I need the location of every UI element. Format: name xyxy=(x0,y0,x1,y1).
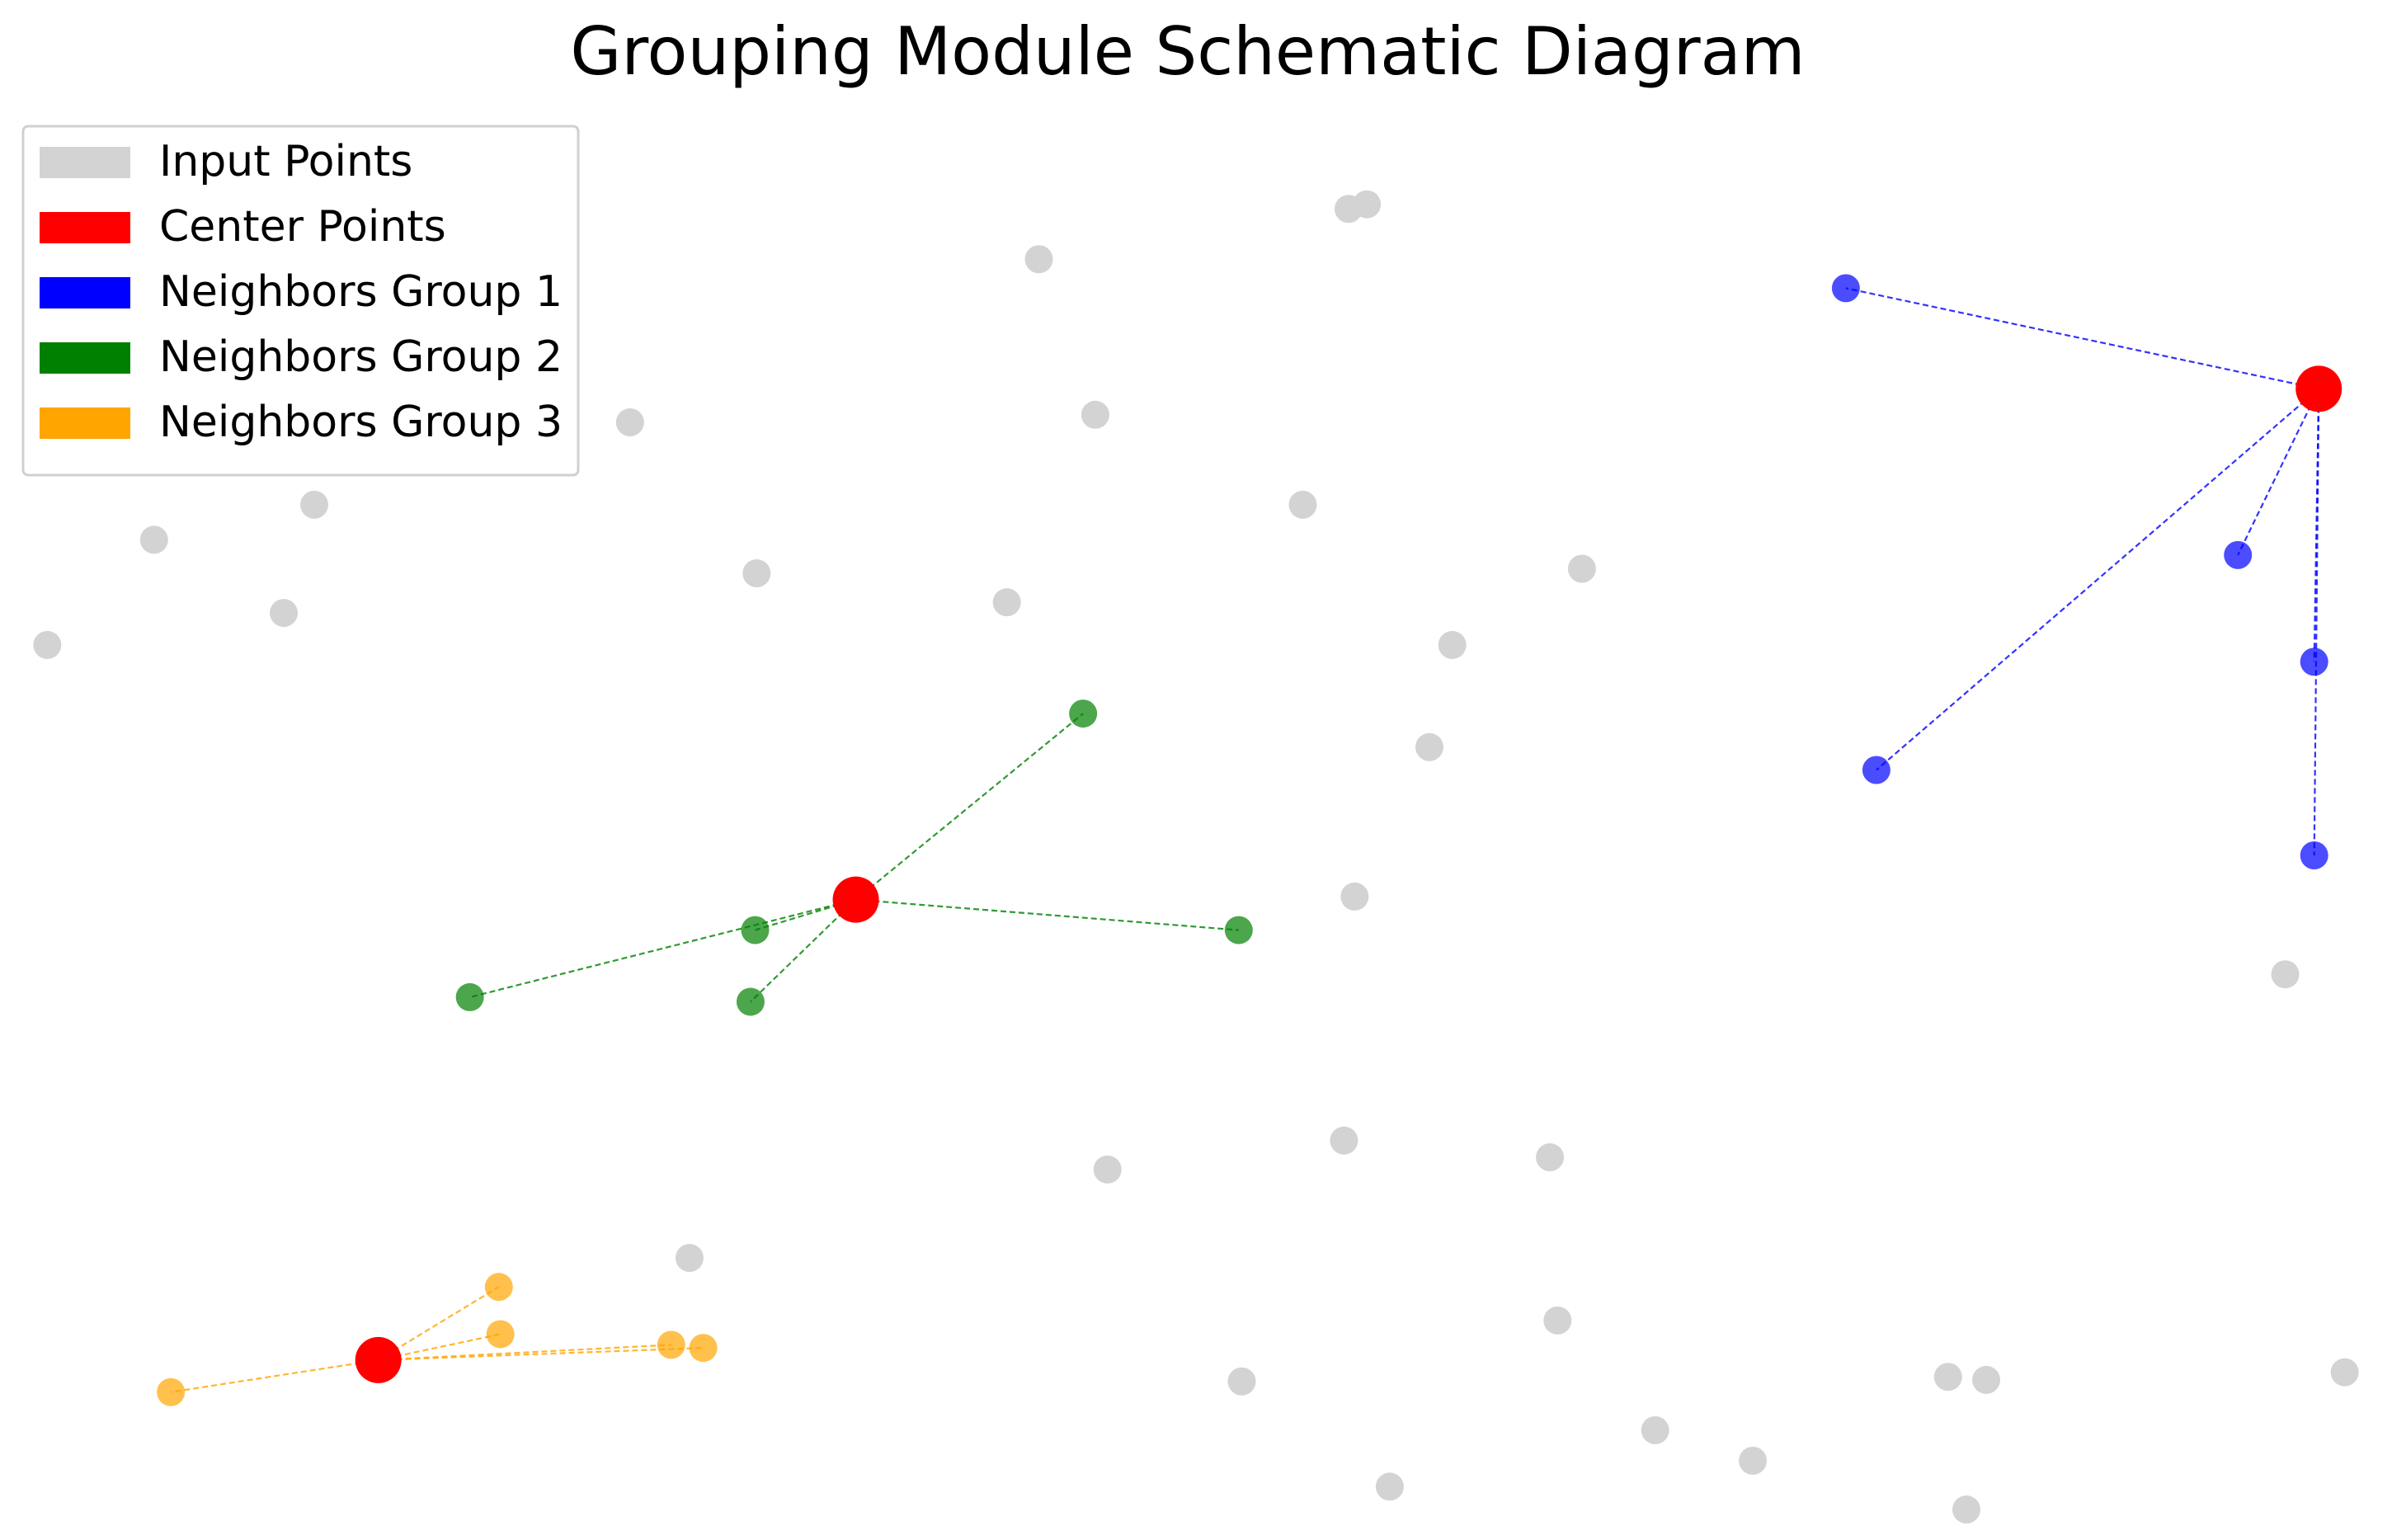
center-point xyxy=(355,1336,402,1383)
legend-label: Input Points xyxy=(159,137,412,186)
neighbor-point xyxy=(484,1273,513,1302)
neighbor-point xyxy=(1862,756,1891,784)
neighbor-link xyxy=(750,898,857,1003)
input-point xyxy=(1081,400,1109,429)
neighbor-point xyxy=(2300,841,2328,870)
neighbor-link xyxy=(378,1344,671,1361)
neighbor-point xyxy=(1224,916,1253,944)
legend-swatch xyxy=(40,147,130,178)
input-point xyxy=(1288,490,1317,519)
input-point xyxy=(1641,1415,1669,1444)
input-point xyxy=(1972,1365,2001,1394)
input-point xyxy=(1024,245,1053,274)
legend: Input Points Center Points Neighbors Group… xyxy=(21,125,580,477)
neighbor-point xyxy=(657,1330,685,1359)
neighbor-link xyxy=(170,1359,379,1393)
neighbor-point xyxy=(1831,274,1860,303)
center-point xyxy=(2295,365,2343,412)
neighbor-link xyxy=(855,898,1239,931)
input-point xyxy=(742,559,771,588)
legend-frame xyxy=(21,125,580,477)
input-point xyxy=(992,588,1021,617)
input-point xyxy=(33,630,62,659)
input-point xyxy=(1353,190,1382,219)
legend-swatch xyxy=(40,277,130,308)
input-point xyxy=(615,408,644,437)
input-point xyxy=(1330,1126,1358,1155)
center-point xyxy=(832,876,879,923)
neighbor-point xyxy=(2224,540,2253,569)
neighbor-link xyxy=(469,898,856,998)
neighbor-link xyxy=(2237,388,2320,556)
input-point xyxy=(1567,554,1596,583)
neighbor-link xyxy=(1845,287,2319,390)
legend-label: Neighbors Group 2 xyxy=(159,332,563,382)
chart-title: Grouping Module Schematic Diagram xyxy=(570,13,1805,90)
neighbor-point xyxy=(736,987,765,1016)
input-point xyxy=(299,490,328,519)
input-point xyxy=(1415,732,1443,761)
input-point xyxy=(1227,1367,1256,1396)
input-point xyxy=(1536,1143,1565,1172)
input-point xyxy=(270,599,299,628)
input-point xyxy=(675,1244,704,1273)
neighbor-point xyxy=(689,1334,718,1363)
neighbor-point xyxy=(2300,648,2328,676)
neighbor-point xyxy=(1069,699,1098,728)
plot-area xyxy=(33,190,2359,1524)
neighbor-point xyxy=(157,1378,186,1406)
input-point xyxy=(1375,1472,1404,1501)
neighbor-link xyxy=(1876,388,2319,771)
legend-label: Neighbors Group 1 xyxy=(159,267,563,317)
input-point xyxy=(1952,1495,1980,1524)
legend-swatch xyxy=(40,342,130,374)
neighbor-link xyxy=(378,1286,500,1361)
input-point xyxy=(2271,960,2300,989)
input-point xyxy=(1933,1363,1962,1392)
input-point xyxy=(1093,1155,1122,1184)
legend-label: Center Points xyxy=(159,202,446,252)
neighbor-link xyxy=(2313,389,2320,856)
neighbor-point xyxy=(486,1320,515,1349)
input-point xyxy=(2330,1358,2359,1387)
input-point xyxy=(1739,1446,1768,1475)
legend-label: Neighbors Group 3 xyxy=(159,398,563,447)
input-point xyxy=(1340,882,1369,911)
neighbor-point xyxy=(455,982,484,1011)
legend-swatch xyxy=(40,212,130,243)
neighbor-point xyxy=(741,916,770,944)
input-point xyxy=(1438,630,1467,659)
neighbor-link xyxy=(855,713,1084,901)
input-point xyxy=(139,525,168,554)
legend-swatch xyxy=(40,407,130,439)
input-point xyxy=(1543,1306,1572,1335)
